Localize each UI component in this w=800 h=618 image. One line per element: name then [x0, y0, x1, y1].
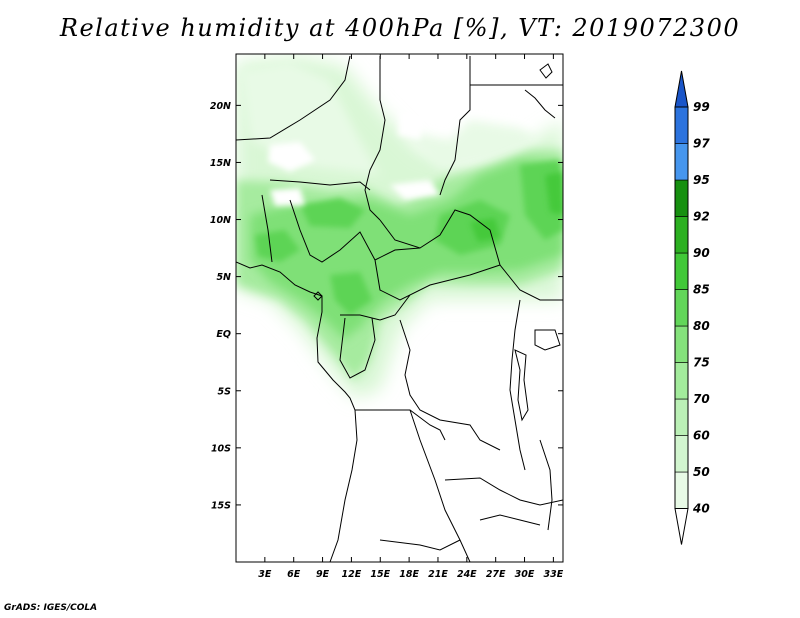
colorbar-segment	[674, 471, 689, 509]
lon-tick-label: 30E	[515, 569, 535, 580]
colorbar-level-label: 50	[693, 465, 710, 479]
colorbar-level-label: 75	[693, 356, 710, 370]
lon-tick-label: 18E	[399, 569, 419, 580]
colorbar-level-label: 70	[693, 392, 710, 406]
colorbar-level-label: 97	[693, 137, 710, 151]
colorbar-segment	[674, 325, 689, 363]
lat-tick-label: 5S	[218, 386, 232, 397]
latitude-axis: 20N 15N 10N 5N EQ 5S 10S 15S	[210, 101, 563, 511]
lon-tick-label: 3E	[258, 569, 272, 580]
lon-tick-label: 6E	[287, 569, 301, 580]
colorbar-level-label: 40	[692, 502, 710, 516]
colorbar-level-label: 80	[693, 319, 710, 333]
colorbar-segment	[674, 252, 689, 290]
lon-tick-label: 27E	[486, 569, 506, 580]
lat-tick-label: 5N	[216, 272, 231, 283]
lon-tick-label: 21E	[428, 569, 448, 580]
colorbar-level-label: 99	[693, 100, 710, 114]
lon-tick-label: 33E	[544, 569, 564, 580]
lon-tick-label: 9E	[316, 569, 330, 580]
lon-tick-label: 12E	[342, 569, 362, 580]
coastlines-and-borders	[236, 55, 563, 562]
colorbar-segment	[674, 179, 689, 217]
map-title: Relative humidity at 400hPa [%], VT: 201…	[59, 14, 741, 42]
colorbar-segment	[674, 435, 689, 473]
colorbar-outline	[674, 106, 689, 509]
colorbar-level-label: 90	[693, 246, 710, 260]
lat-tick-label: 15S	[211, 500, 231, 511]
colorbar-segment	[674, 362, 689, 400]
colorbar-level-label: 92	[693, 210, 710, 224]
grads-credit: GrADS: IGES/COLA	[4, 603, 98, 613]
colorbar-level-label: 60	[693, 429, 710, 443]
colorbar-segment	[674, 289, 689, 327]
lon-tick-label: 15E	[370, 569, 390, 580]
colorbar-segment	[674, 398, 689, 436]
colorbar-level-label: 85	[693, 283, 710, 297]
colorbar-segment	[674, 143, 689, 181]
colorbar: 40 50 60 70 75 80 85 90 92 95 97 99	[674, 70, 710, 545]
lat-tick-label: 10N	[210, 215, 231, 226]
longitude-axis: 3E 6E 9E 12E 15E 18E 21E 24E 27E 30E 33E	[258, 54, 564, 580]
lat-tick-label: EQ	[216, 329, 231, 340]
lon-tick-label: 24E	[457, 569, 477, 580]
map-frame	[235, 53, 564, 563]
lat-tick-label: 10S	[211, 443, 231, 454]
lat-tick-label: 15N	[210, 158, 231, 169]
colorbar-level-label: 95	[693, 173, 710, 187]
colorbar-top-arrow	[674, 70, 689, 108]
colorbar-bottom-arrow	[674, 508, 689, 545]
colorbar-segment	[674, 216, 689, 254]
lat-tick-label: 20N	[210, 101, 231, 112]
humidity-field	[236, 54, 563, 562]
colorbar-segment	[674, 106, 689, 144]
